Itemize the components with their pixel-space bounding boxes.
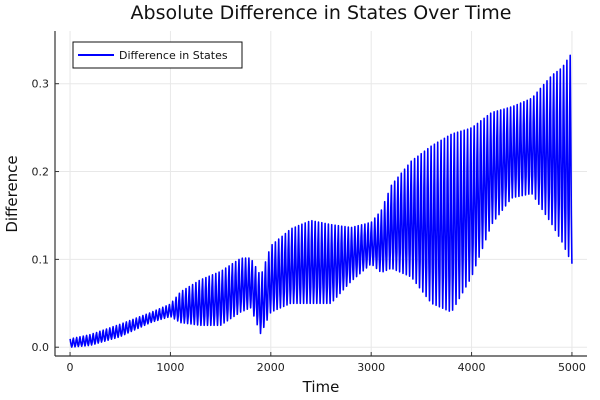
y-tick-label: 0.2: [32, 166, 50, 179]
x-tick-label: 1000: [156, 361, 184, 374]
x-axis-label: Time: [302, 378, 340, 396]
series-line: [69, 54, 573, 348]
axes: 0 1000 2000 3000 4000 5000 0.0 0.1 0.2 0.3: [32, 31, 587, 374]
legend: Difference in States: [72, 41, 243, 69]
y-tick-label: 0.0: [32, 341, 50, 354]
chart-title: Absolute Difference in States Over Time: [131, 2, 512, 24]
series-difference-in-states: [69, 54, 573, 348]
y-tick-label: 0.3: [32, 78, 50, 91]
x-tick-label: 3000: [357, 361, 385, 374]
legend-label: Difference in States: [119, 49, 228, 62]
grid: [55, 31, 587, 356]
y-axis-label: Difference: [3, 155, 21, 232]
x-tick-label: 4000: [458, 361, 486, 374]
x-tick-label: 0: [67, 361, 74, 374]
x-tick-label: 2000: [257, 361, 285, 374]
x-tick-label: 5000: [558, 361, 586, 374]
y-tick-label: 0.1: [32, 253, 50, 266]
